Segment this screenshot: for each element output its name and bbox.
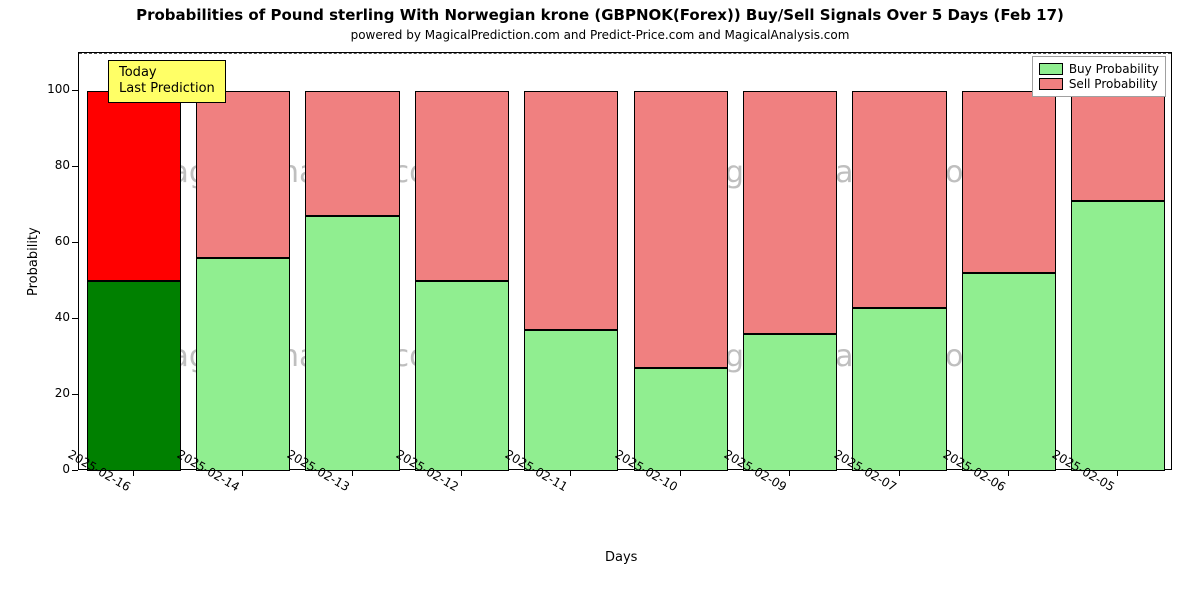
legend-item: Buy Probability: [1039, 62, 1159, 76]
legend-label: Sell Probability: [1069, 77, 1158, 91]
y-tick-label: 60: [38, 234, 70, 248]
today-annotation-line2: Last Prediction: [119, 81, 215, 97]
x-tick-mark: [133, 470, 134, 476]
bar-buy: [415, 281, 509, 471]
plot-area: MagicalAnalysis.comMagicalAnalysis.comMa…: [78, 52, 1172, 470]
bar-sell: [962, 91, 1056, 273]
legend: Buy ProbabilitySell Probability: [1032, 56, 1166, 97]
bar-buy: [743, 334, 837, 471]
bar-buy: [634, 368, 728, 471]
chart-title: Probabilities of Pound sterling With Nor…: [0, 6, 1200, 24]
watermark: MagicalAnalysis.com: [145, 339, 457, 374]
x-tick-mark: [1008, 470, 1009, 476]
x-tick-mark: [899, 470, 900, 476]
bar-sell: [305, 91, 399, 216]
bar-sell: [852, 91, 946, 308]
y-tick-mark: [72, 242, 78, 243]
bar-sell: [415, 91, 509, 281]
legend-swatch: [1039, 63, 1063, 75]
legend-label: Buy Probability: [1069, 62, 1159, 76]
bar-sell: [634, 91, 728, 368]
y-tick-mark: [72, 90, 78, 91]
bar-buy: [524, 330, 618, 471]
legend-swatch: [1039, 78, 1063, 90]
today-annotation: TodayLast Prediction: [108, 60, 226, 103]
bar-sell: [743, 91, 837, 334]
y-tick-mark: [72, 470, 78, 471]
bar-buy: [87, 281, 181, 471]
y-tick-label: 20: [38, 386, 70, 400]
y-tick-label: 40: [38, 310, 70, 324]
bar-sell: [524, 91, 618, 330]
y-tick-label: 80: [38, 158, 70, 172]
bar-sell: [87, 91, 181, 281]
x-axis-label: Days: [605, 550, 637, 565]
bar-sell: [196, 91, 290, 258]
y-tick-label: 0: [38, 462, 70, 476]
x-tick-mark: [570, 470, 571, 476]
watermark: MagicalAnalysis.com: [145, 155, 457, 190]
bar-buy: [1071, 201, 1165, 471]
bar-buy: [852, 308, 946, 471]
target-line: [79, 53, 1171, 54]
y-tick-mark: [72, 394, 78, 395]
bar-buy: [196, 258, 290, 471]
y-tick-mark: [72, 318, 78, 319]
chart-container: Probabilities of Pound sterling With Nor…: [0, 0, 1200, 600]
bar-buy: [962, 273, 1056, 471]
bar-buy: [305, 216, 399, 471]
x-tick-mark: [242, 470, 243, 476]
x-tick-mark: [1117, 470, 1118, 476]
today-annotation-line1: Today: [119, 65, 215, 81]
y-tick-label: 100: [38, 82, 70, 96]
bar-sell: [1071, 91, 1165, 201]
x-tick-mark: [680, 470, 681, 476]
x-tick-mark: [461, 470, 462, 476]
y-tick-mark: [72, 166, 78, 167]
legend-item: Sell Probability: [1039, 77, 1159, 91]
x-tick-mark: [789, 470, 790, 476]
x-tick-mark: [352, 470, 353, 476]
chart-subtitle: powered by MagicalPrediction.com and Pre…: [0, 28, 1200, 42]
